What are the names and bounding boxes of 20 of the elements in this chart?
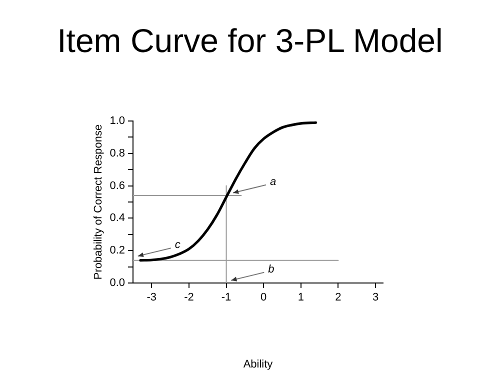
annotation: b — [268, 263, 274, 276]
y-tick-label: 0.2 — [110, 244, 125, 257]
x-tick-label: -1 — [221, 292, 232, 304]
x-tick-label: 1 — [298, 292, 304, 304]
y-tick-label: 0.4 — [110, 212, 125, 224]
x-tick-label: -2 — [184, 292, 194, 304]
line-series — [139, 121, 318, 262]
annotation: c — [174, 239, 181, 252]
x-tick-label: 2 — [335, 292, 342, 304]
y-tick-label: 0.8 — [110, 147, 125, 160]
y-tick-label: 1.0 — [110, 115, 125, 128]
x-tick-label: 0 — [260, 292, 267, 304]
x-axis-title: Ability — [243, 358, 274, 370]
y-tick-label: 0.0 — [110, 277, 125, 290]
y-axis-title: Probability of Correct Response — [92, 124, 105, 280]
x-tick-label: 3 — [372, 292, 379, 304]
annotation: a — [270, 176, 276, 188]
y-tick-label: 0.6 — [110, 180, 125, 192]
x-tick-label: -3 — [146, 292, 157, 304]
chart-title: Item Curve for 3-PL Model — [56, 22, 444, 60]
